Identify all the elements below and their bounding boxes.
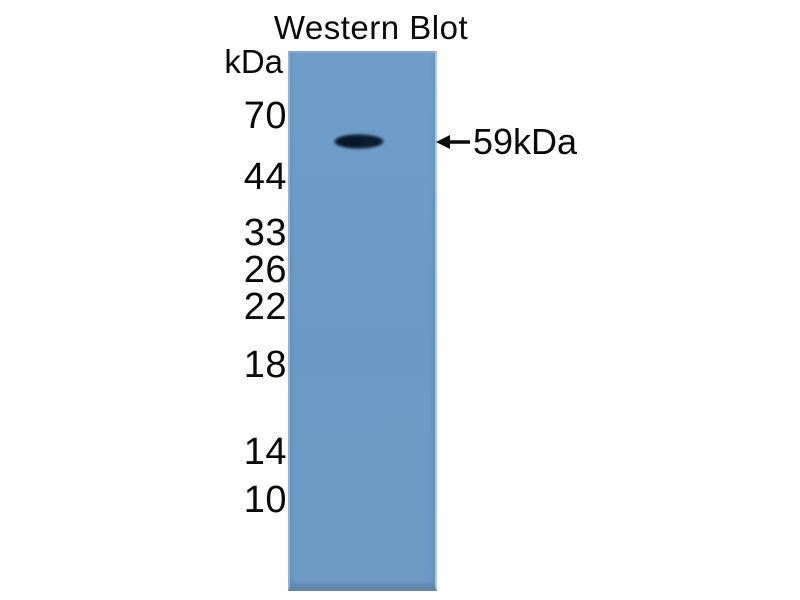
ladder-marker-10: 10 — [243, 479, 287, 521]
ladder-marker-33: 33 — [243, 212, 287, 254]
ladder-marker-22: 22 — [243, 286, 287, 328]
ladder-marker-44: 44 — [243, 156, 287, 198]
figure-title: Western Blot — [273, 9, 469, 46]
ladder-marker-26: 26 — [243, 249, 287, 291]
unit-label: kDa — [224, 43, 283, 80]
ladder-marker-18: 18 — [243, 344, 287, 386]
protein-band — [334, 134, 384, 149]
gel-lane — [288, 51, 437, 591]
left-arrow-icon — [435, 132, 471, 152]
band-annotation: 59kDa — [435, 124, 577, 160]
ladder-marker-70: 70 — [243, 95, 287, 137]
band-weight-label: 59kDa — [473, 121, 578, 162]
ladder-marker-14: 14 — [243, 431, 287, 473]
